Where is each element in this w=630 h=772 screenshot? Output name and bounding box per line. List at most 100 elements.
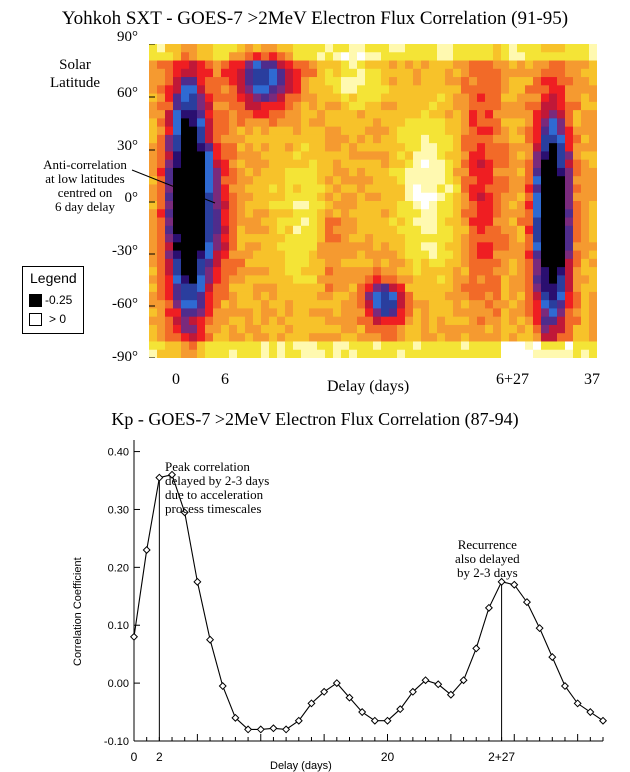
heatmap-cell [205, 291, 214, 301]
heatmap-cell [285, 44, 294, 53]
heatmap-cell [301, 316, 310, 326]
heatmap-cell [349, 159, 358, 169]
heatmap-cell [173, 234, 182, 243]
heatmap-cell [517, 234, 526, 243]
lat-tick-minus90: -90° [112, 349, 138, 365]
heatmap-cell [213, 324, 222, 334]
heatmap-cell [509, 192, 518, 202]
heatmap-cell [245, 267, 254, 276]
heatmap-cell [365, 217, 374, 227]
heatmap-cell [229, 44, 238, 53]
heatmap-cell [365, 234, 374, 243]
heatmap-cell [589, 308, 597, 318]
heatmap-cell [357, 291, 366, 301]
heatmap-cell [213, 52, 222, 62]
heatmap-cell [221, 60, 230, 70]
heatmap-cell [261, 333, 270, 343]
heatmap-cell [229, 283, 238, 293]
heatmap-cell [189, 151, 198, 161]
heatmap-cell [269, 209, 278, 219]
heatmap-cell [501, 159, 510, 169]
heatmap-cell [589, 77, 597, 86]
heatmap-cell [341, 283, 350, 293]
heatmap-cell [573, 167, 582, 177]
heatmap-cell [373, 60, 382, 70]
heatmap-cell [365, 93, 374, 103]
heatmap-cell [357, 167, 366, 177]
heatmap-cell [437, 126, 446, 136]
data-point [155, 473, 164, 482]
heatmap-cell [445, 101, 454, 111]
heatmap-cell [253, 85, 262, 95]
heatmap-cell [341, 258, 350, 268]
heatmap-cell [525, 300, 534, 310]
heatmap-cell [189, 341, 198, 351]
heatmap-cell [517, 134, 526, 144]
heatmap-cell [349, 68, 358, 78]
heatmap-cell [341, 300, 350, 310]
heatmap-cell [389, 159, 398, 169]
heatmap-cell [373, 234, 382, 243]
heatmap-cell [213, 275, 222, 285]
heatmap-cell [253, 283, 262, 293]
heatmap-cell [413, 209, 422, 219]
heatmap-cell [245, 184, 254, 194]
heatmap-cell [317, 217, 326, 227]
heatmap-cell [325, 143, 334, 153]
heatmap-cell [165, 101, 174, 111]
heatmap-cell [213, 250, 222, 260]
heatmap-cell [501, 52, 510, 62]
heatmap-cell [453, 68, 462, 78]
heatmap-cell [269, 324, 278, 334]
heatmap-cell [237, 60, 246, 70]
heatmap-cell [245, 209, 254, 219]
heatmap-cell [293, 143, 302, 153]
heatmap-cell [421, 333, 430, 343]
heatmap-cell [461, 267, 470, 276]
heatmap-cell [229, 225, 238, 235]
heatmap-cell [277, 349, 286, 358]
heatmap-cell [381, 250, 390, 260]
heatmap-cell [157, 44, 166, 53]
heatmap-cell [453, 333, 462, 343]
heatmap-cell [301, 85, 310, 95]
heatmap-cell [445, 217, 454, 227]
y-tick-label: -0.10 [104, 736, 129, 748]
heatmap-cell [333, 110, 342, 119]
heatmap-cell [309, 110, 318, 119]
heatmap-cell [157, 333, 166, 343]
heatmap-cell [309, 217, 318, 227]
heatmap-cell [365, 44, 374, 53]
heatmap-cell [333, 167, 342, 177]
heatmap-cell [301, 242, 310, 252]
heatmap-cell [461, 167, 470, 177]
heatmap-cell [517, 110, 526, 119]
heatmap-cell [317, 333, 326, 343]
heatmap-cell [245, 258, 254, 268]
heatmap-cell [397, 333, 406, 343]
heatmap-cell [309, 267, 318, 276]
heatmap-cell [357, 151, 366, 161]
heatmap-cell [533, 242, 542, 252]
heatmap-cell [237, 225, 246, 235]
heatmap-cell [357, 159, 366, 169]
heatmap-cell [389, 44, 398, 53]
heatmap-cell [309, 234, 318, 243]
heatmap-cell [573, 77, 582, 86]
data-point [560, 682, 569, 691]
heatmap-cell [181, 101, 190, 111]
heatmap-cell [437, 209, 446, 219]
heatmap-cell [357, 93, 366, 103]
heatmap-cell [453, 52, 462, 62]
heatmap-cell [453, 143, 462, 153]
heatmap-cell [189, 225, 198, 235]
heatmap-cell [589, 118, 597, 128]
heatmap-cell [485, 77, 494, 86]
heatmap-cell [221, 126, 230, 136]
heatmap-cell [573, 209, 582, 219]
heatmap-cell [437, 52, 446, 62]
heatmap-cell [205, 258, 214, 268]
heatmap-cell [573, 134, 582, 144]
heatmap-cell [437, 324, 446, 334]
heatmap-cell [469, 93, 478, 103]
